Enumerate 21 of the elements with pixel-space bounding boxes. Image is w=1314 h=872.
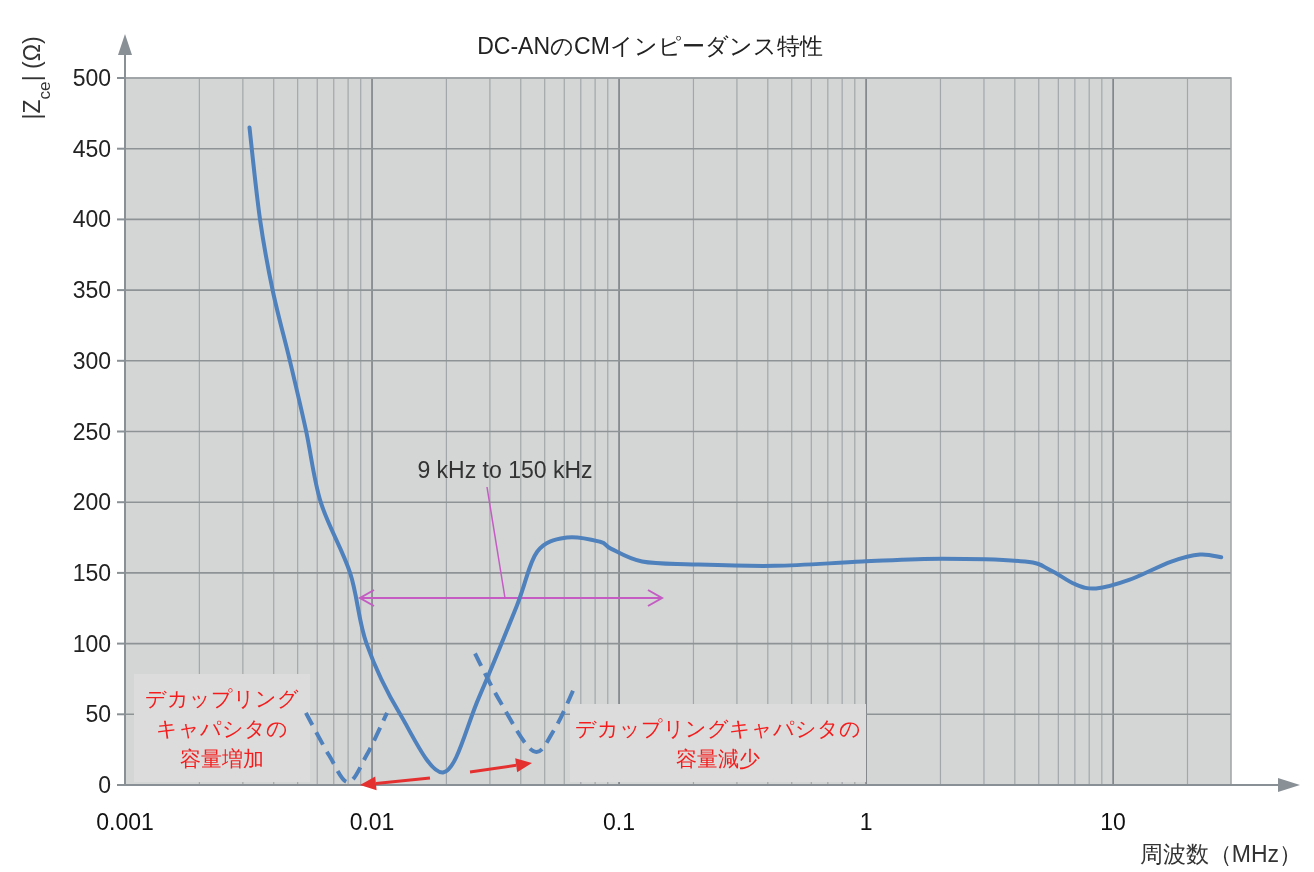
annotation: 9 kHz to 150 kHz xyxy=(417,457,593,483)
annotation: デカップリングキャパシタの容量増加 xyxy=(145,687,299,771)
y-tick-label: 100 xyxy=(72,630,111,657)
x-axis-title: 周波数（MHz） xyxy=(1139,841,1302,867)
y-tick-label: 400 xyxy=(72,206,111,233)
x-tick-label: 1 xyxy=(859,809,873,835)
y-tick-label: 150 xyxy=(72,559,111,586)
x-tick-label: 10 xyxy=(1100,809,1126,835)
y-tick-label: 300 xyxy=(72,347,111,374)
y-tick-label: 250 xyxy=(72,418,111,445)
y-tick-label: 50 xyxy=(85,701,111,728)
y-tick-label: 450 xyxy=(72,135,111,162)
y-tick-label: 350 xyxy=(72,277,111,304)
y-tick-label: 200 xyxy=(72,489,111,516)
y-tick-label: 500 xyxy=(72,65,111,91)
x-tick-label: 0.001 xyxy=(96,809,154,835)
x-tick-label: 0.1 xyxy=(603,809,636,835)
annotation: デカップリングキャパシタの容量減少 xyxy=(575,717,861,771)
y-tick-label: 0 xyxy=(98,772,111,798)
x-tick-label: 0.01 xyxy=(349,809,395,835)
chart-title: DC-ANのCMインピーダンス特性 xyxy=(477,33,823,59)
